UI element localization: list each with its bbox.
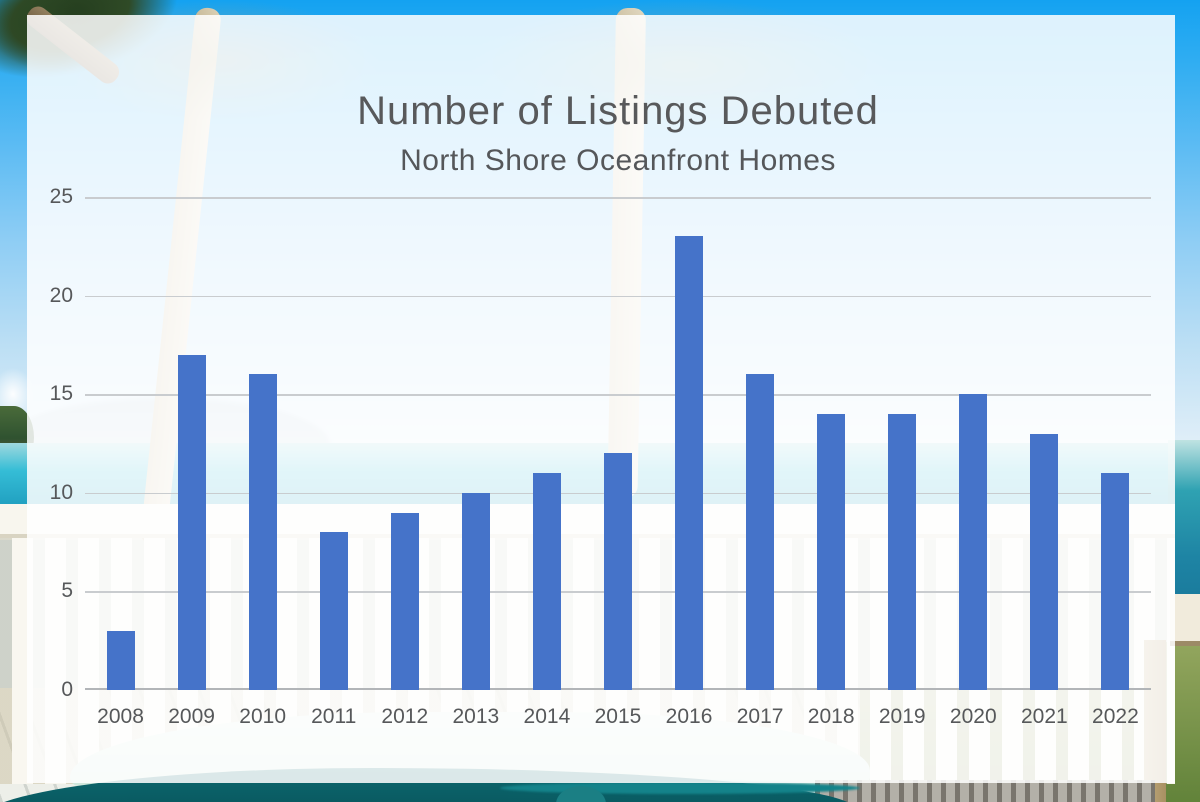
y-tick-label-0: 0 [61,678,73,701]
x-tick-label-2019: 2019 [878,705,926,728]
x-tick-label-2016: 2016 [665,705,713,728]
photo-chaise-cushion-highlight [500,782,860,794]
bar-2017 [746,374,775,690]
x-tick-label-2010: 2010 [239,705,287,728]
x-tick-label-2021: 2021 [1020,705,1068,728]
y-tick-label-10: 10 [49,480,73,504]
y-tick-label-20: 20 [49,283,73,307]
x-tick-label-2011: 2011 [311,705,357,728]
bar-2014 [532,473,561,690]
bar-2008 [106,630,135,690]
x-tick-label-2018: 2018 [807,705,855,728]
plot-area [85,197,1151,690]
x-tick-label-2012: 2012 [381,705,429,728]
x-tick-label-2013: 2013 [452,705,500,728]
photo-fence-rail-right [1170,594,1200,646]
gridline-15 [85,394,1151,396]
bar-2018 [817,413,846,690]
bar-2011 [319,532,348,690]
y-axis: 0 5 10 15 20 25 [27,185,73,701]
photo-teal-object [556,786,606,802]
photo-wicker-frame [815,780,1155,802]
y-tick-label-25: 25 [49,185,73,208]
y-tick-label-5: 5 [61,579,73,603]
chart-title: Number of Listings Debuted [357,89,879,133]
chart-panel: Number of Listings Debuted North Shore O… [27,15,1175,783]
gridline-20 [85,295,1151,298]
x-tick-label-2020: 2020 [949,705,997,728]
bar-2021 [1030,433,1059,690]
bar-2012 [390,512,419,690]
bar-2020 [959,394,988,690]
x-tick-label-2008: 2008 [97,705,144,728]
bar-2022 [1101,473,1130,690]
bar-2015 [604,453,632,690]
bar-2019 [888,413,917,690]
gridline-25 [85,197,1151,199]
x-axis: 2008 2009 2010 2011 2012 2013 2014 2015 2016 2017… [85,705,1151,729]
x-tick-label-2022: 2022 [1092,705,1139,728]
x-tick-label-2009: 2009 [168,705,215,728]
chart-subtitle: North Shore Oceanfront Homes [400,144,836,177]
x-tick-label-2015: 2015 [594,705,642,728]
x-tick-label-2014: 2014 [523,705,571,728]
y-tick-label-15: 15 [49,382,73,406]
bar-2013 [461,492,490,690]
bar-2010 [248,374,277,690]
x-tick-label-2017: 2017 [736,705,784,728]
bar-2009 [177,354,206,690]
bar-2016 [675,236,704,690]
